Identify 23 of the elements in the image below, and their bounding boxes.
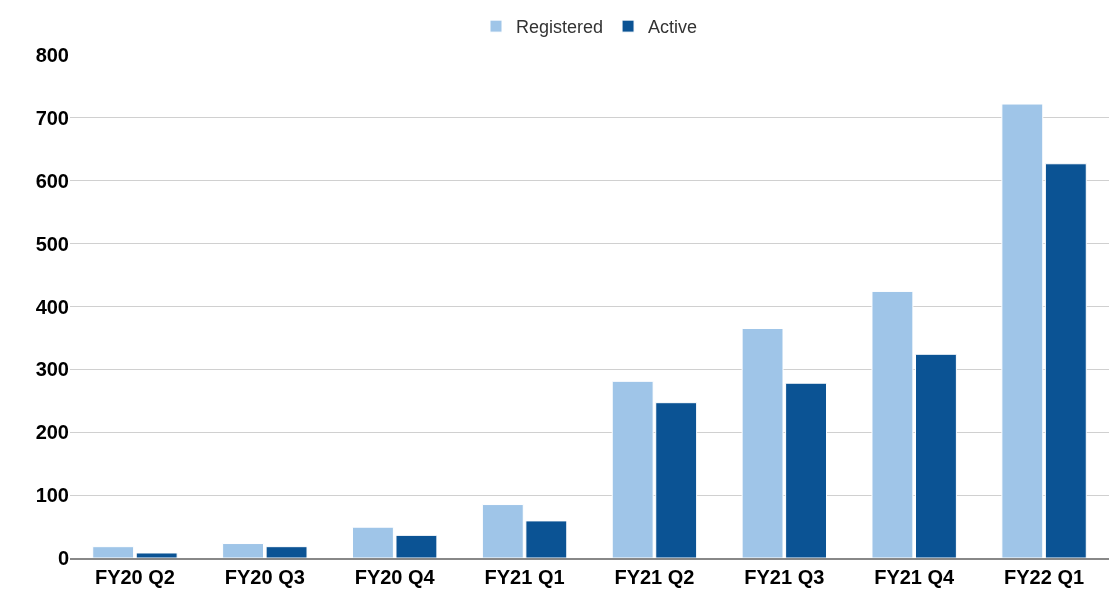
bar: [135, 552, 178, 558]
legend-label: Active: [648, 17, 698, 38]
y-tick-label: 600: [35, 169, 69, 192]
y-tick-label: 300: [35, 358, 69, 381]
y-tick-label: 0: [57, 547, 69, 569]
y-tick-label: 100: [35, 484, 69, 507]
legend-label: Registered: [516, 17, 604, 38]
bar: [1001, 103, 1044, 558]
x-tick-label: FY21 Q2: [614, 565, 695, 588]
y-tick-label: 400: [35, 295, 69, 318]
y-tick-label: 500: [35, 232, 69, 255]
x-tick-label: FY20 Q2: [94, 565, 175, 588]
x-tick-label: FY20 Q3: [224, 565, 305, 588]
y-tick-label: 700: [35, 106, 69, 129]
y-tick-label: 800: [35, 44, 69, 66]
x-tick-label: FY21 Q1: [484, 565, 565, 588]
bar: [1044, 163, 1087, 558]
y-tick-label: 200: [35, 421, 69, 444]
bar: [92, 546, 135, 558]
x-tick-label: FY22 Q1: [1004, 565, 1085, 588]
x-tick-label: FY21 Q3: [744, 565, 825, 588]
x-tick-label: FY20 Q4: [354, 565, 436, 588]
x-tick-label: FY21 Q4: [874, 565, 956, 588]
